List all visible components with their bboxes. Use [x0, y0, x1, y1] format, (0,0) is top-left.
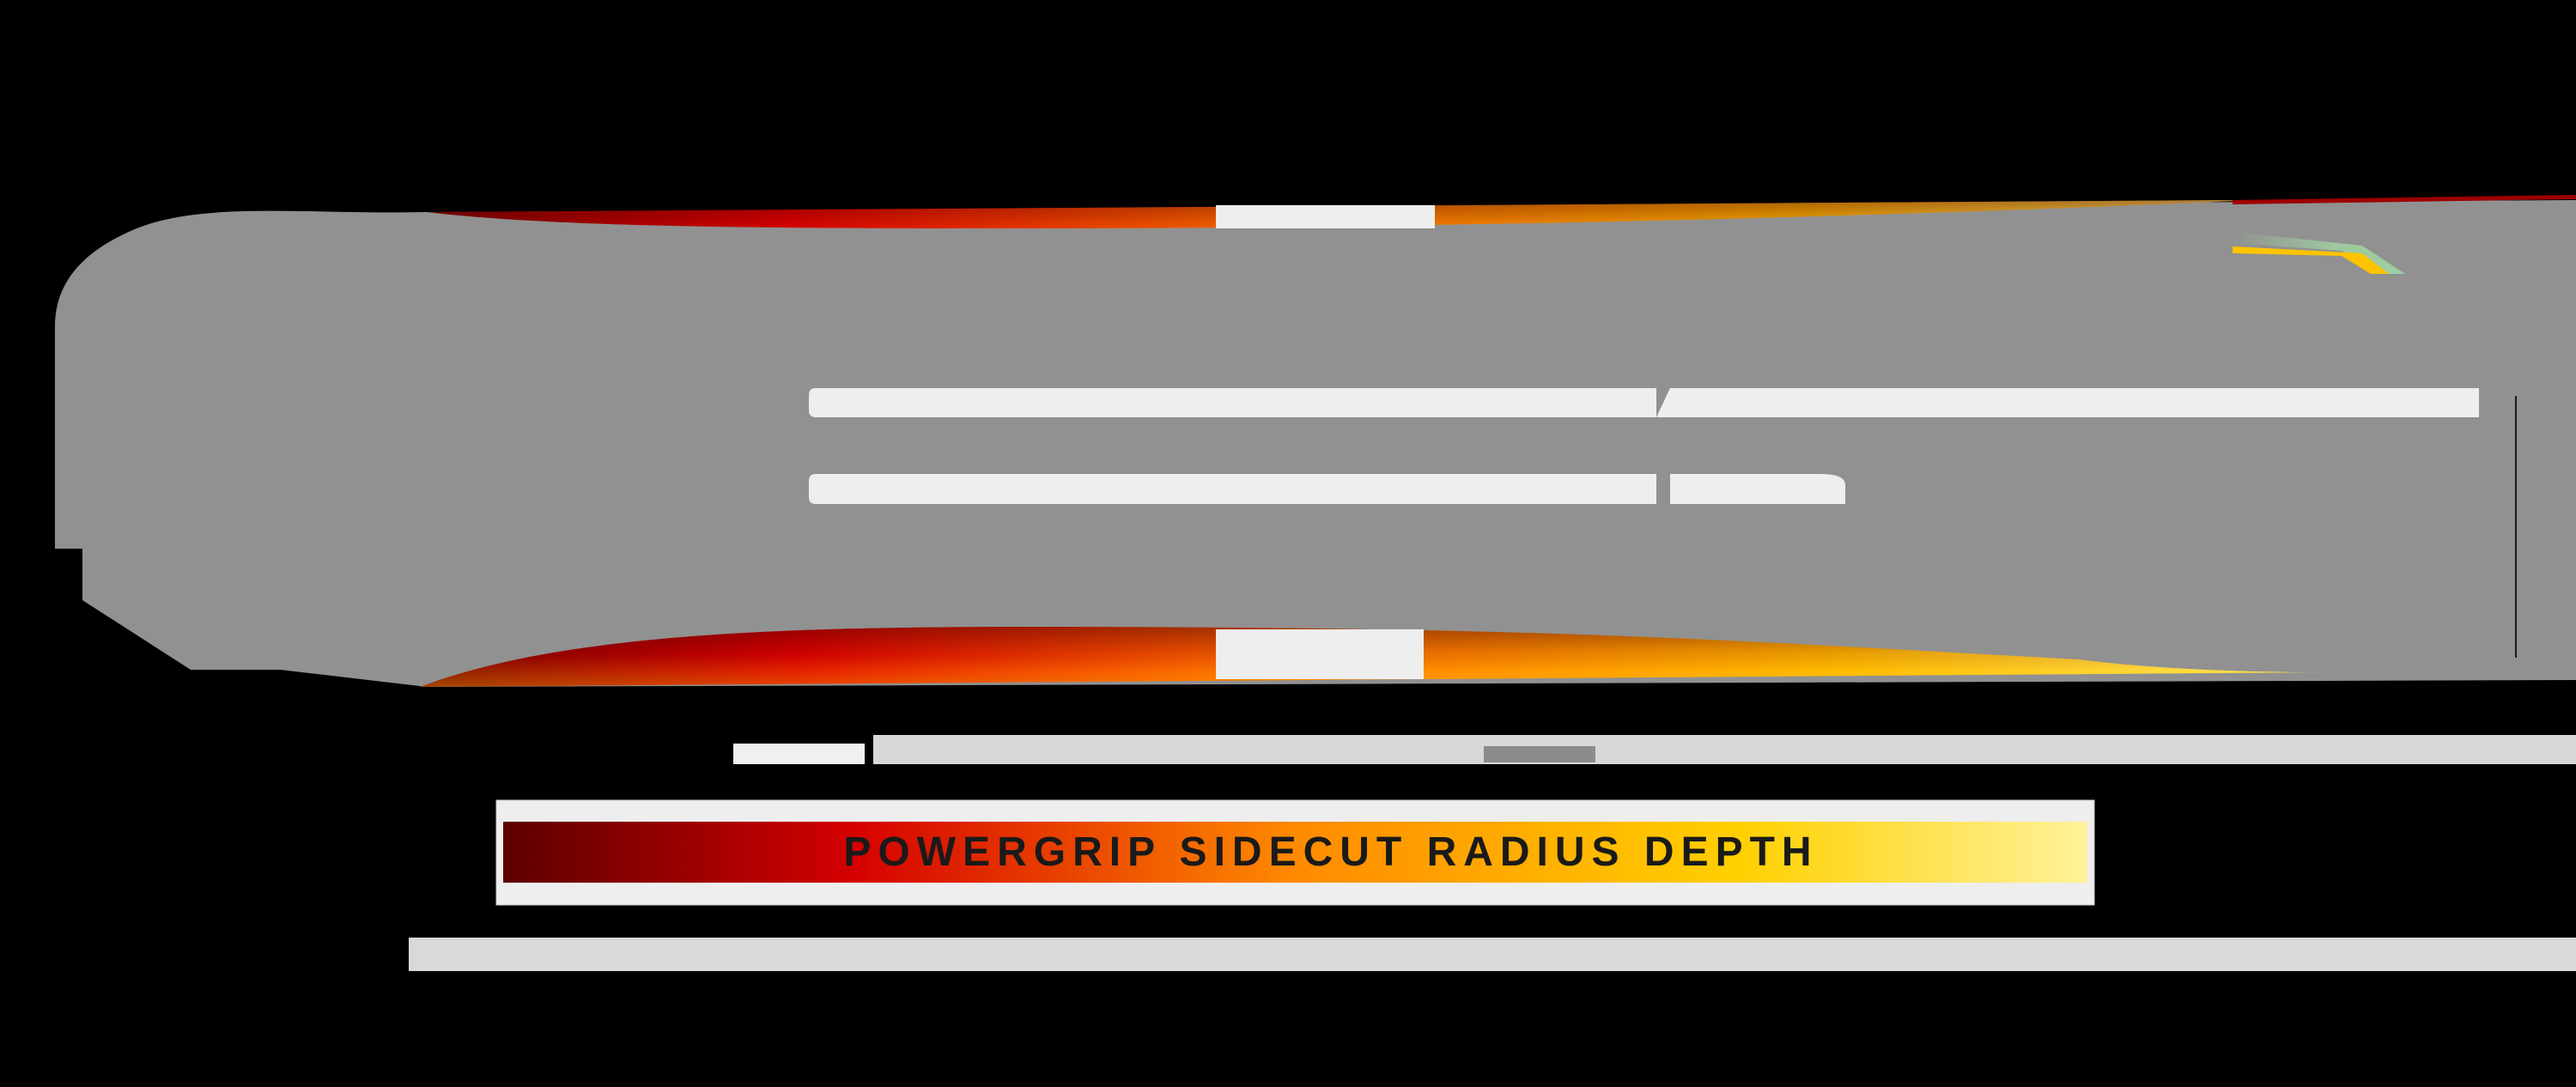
svg-text:POWERGRIP SIDECUT RADIUS DEPTH: POWERGRIP SIDECUT RADIUS DEPTH: [843, 829, 1818, 875]
